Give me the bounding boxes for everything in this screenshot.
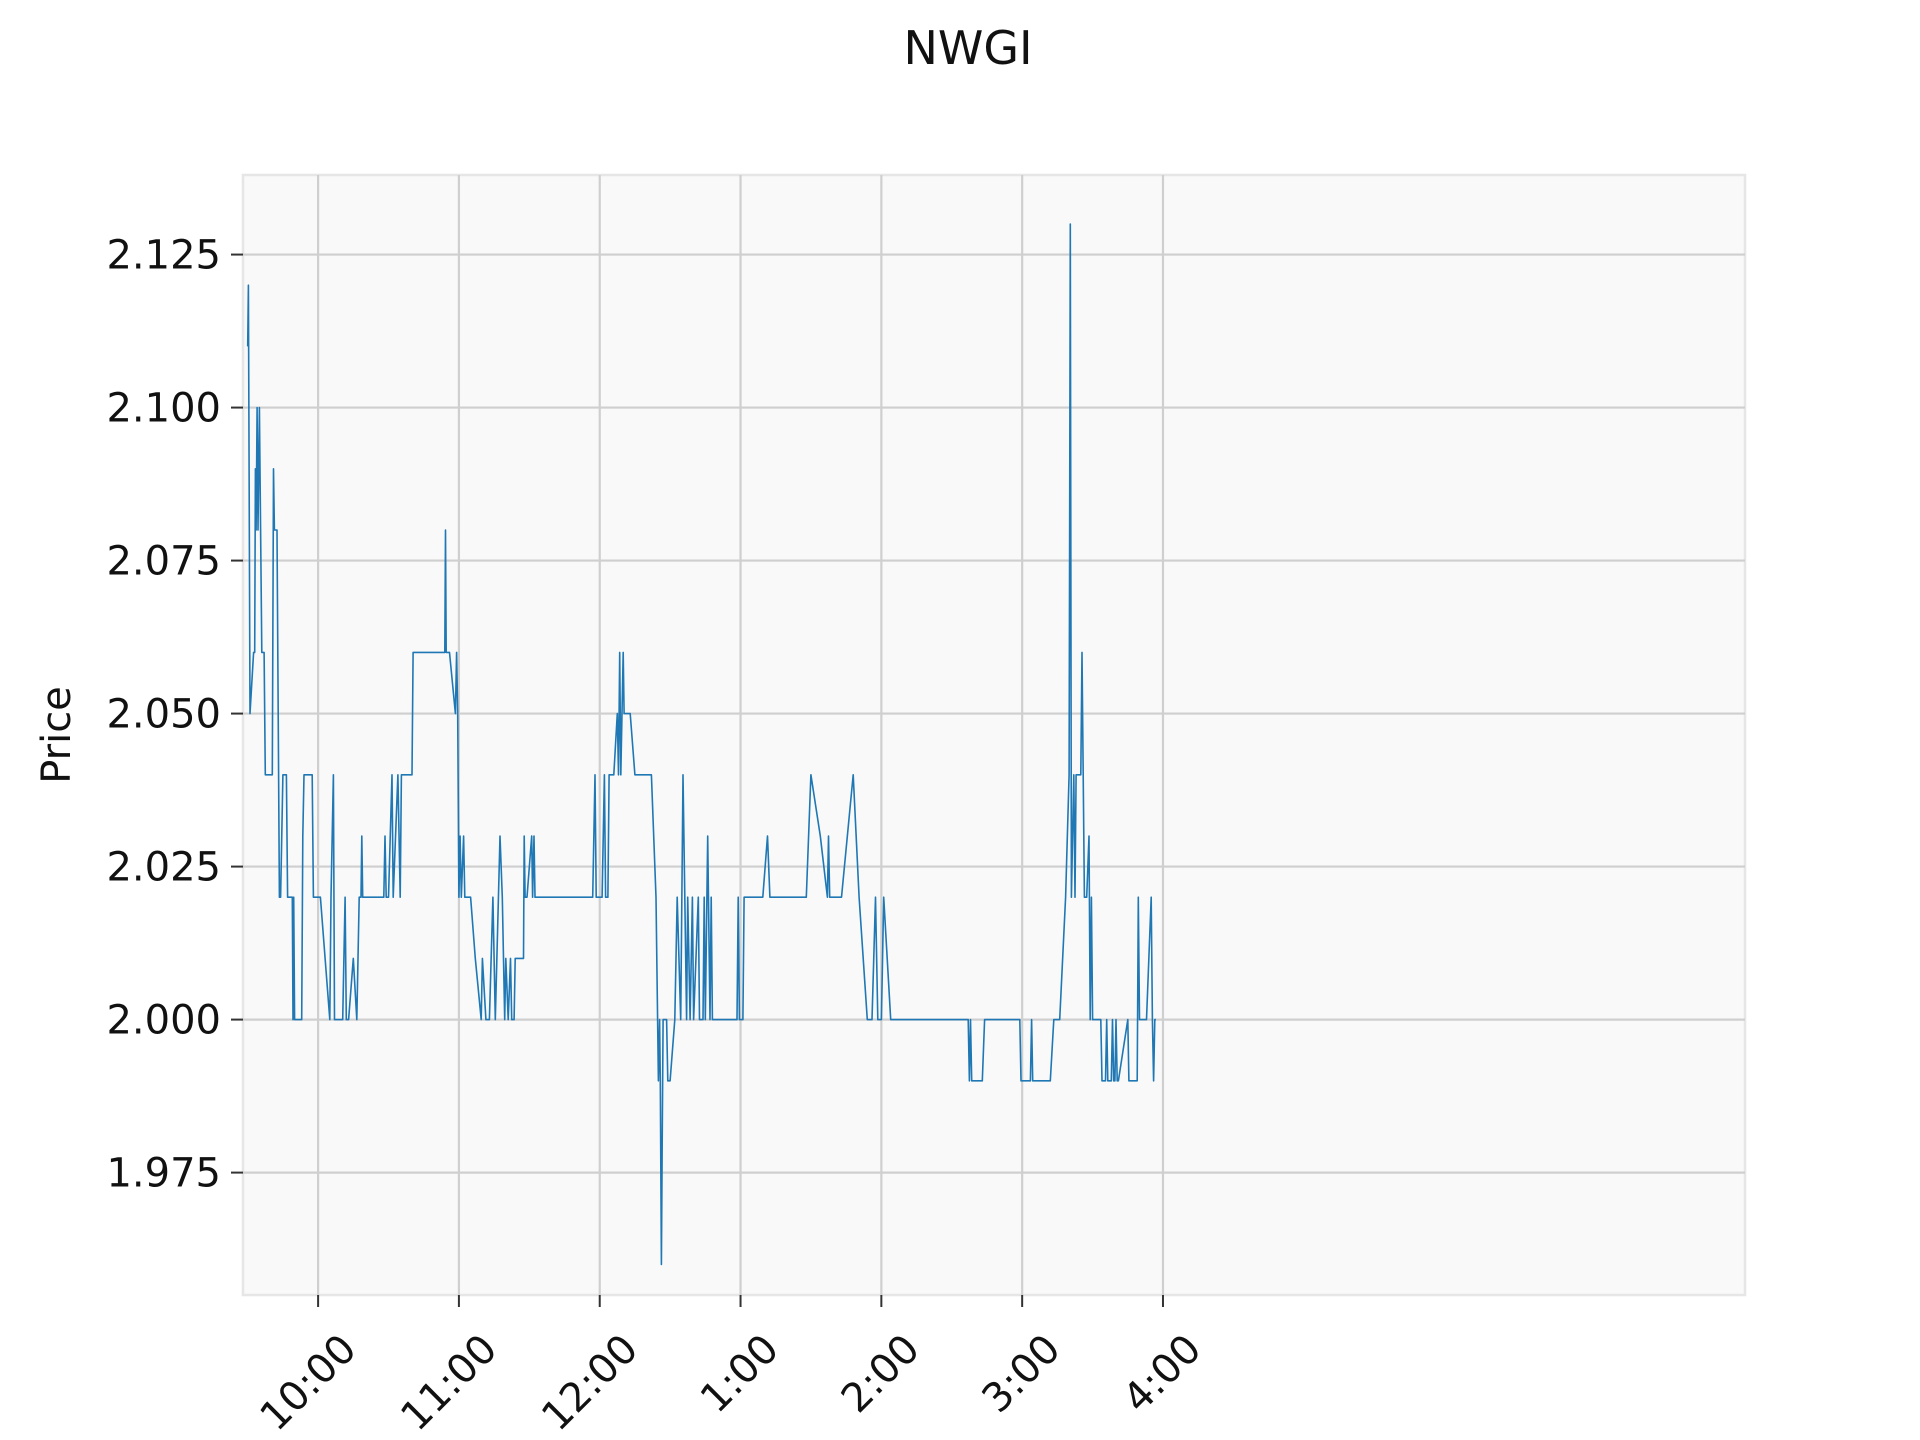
y-tick-label: 2.025 xyxy=(106,845,221,891)
y-tick-label: 2.125 xyxy=(106,233,221,279)
series-layer xyxy=(246,223,1156,1266)
x-tick-label: 12:00 xyxy=(533,1326,647,1440)
x-tick-label: 2:00 xyxy=(833,1326,929,1422)
price-series-line xyxy=(246,223,1156,1266)
x-tick-label: 3:00 xyxy=(974,1326,1070,1422)
x-tick-label: 1:00 xyxy=(692,1326,788,1422)
x-tick-label: 4:00 xyxy=(1114,1326,1210,1422)
x-axis: 10:00 11:00 12:00 1:00 2:00 3:00 4:00 xyxy=(251,1295,1210,1440)
y-axis-label: Price xyxy=(34,686,80,784)
y-tick-label: 2.000 xyxy=(106,998,221,1044)
y-tick-label: 2.100 xyxy=(106,386,221,432)
y-axis: 1.975 2.000 2.025 2.050 2.075 2.100 2.125 xyxy=(106,233,243,1197)
chart-title: NWGI xyxy=(903,21,1032,75)
y-tick-label: 2.050 xyxy=(106,692,221,738)
y-tick-label: 1.975 xyxy=(106,1151,221,1197)
x-tick-label: 10:00 xyxy=(251,1326,365,1440)
y-tick-label: 2.075 xyxy=(106,539,221,585)
x-tick-label: 11:00 xyxy=(392,1326,506,1440)
plot-area xyxy=(241,173,1747,1297)
grid-layer xyxy=(243,175,1745,1295)
